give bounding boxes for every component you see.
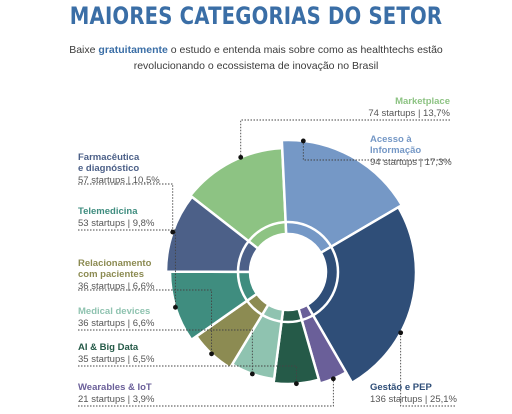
donut-segment-1	[280, 138, 404, 255]
label-gestao: Gestão e PEP 136 startups | 25,1%	[370, 382, 480, 405]
donut-hole	[251, 235, 325, 309]
label-name: Wearables & IoT	[78, 382, 152, 393]
donut-segment-0	[188, 146, 288, 251]
label-wearables: Wearables & IoT 21 startups | 3,9%	[78, 382, 188, 405]
subtitle: Baixe gratuitamente o estudo e entenda m…	[0, 42, 512, 74]
label-stat: 136 startups | 25,1%	[370, 394, 457, 405]
subtitle-line1: o estudo e entenda mais sobre como as he…	[167, 44, 443, 56]
label-acesso: Acesso à Informação 94 startups | 17,3%	[370, 134, 480, 168]
label-relacionamento: Relacionamento com pacientes 36 startups…	[78, 258, 188, 292]
label-stat: 36 startups | 6,6%	[78, 281, 155, 292]
label-name: Telemedicina	[78, 206, 138, 217]
label-name: AI & Big Data	[78, 342, 139, 353]
leader-line-7	[78, 229, 178, 310]
download-link[interactable]: gratuitamente	[98, 44, 168, 56]
leader-line-2	[398, 330, 455, 407]
label-stat: 57 startups | 10,5%	[78, 175, 160, 186]
label-marketplace: Marketplace 74 startups | 13,7%	[330, 96, 450, 119]
label-name: Acesso à Informação	[370, 134, 422, 156]
label-name: Gestão e PEP	[370, 382, 432, 393]
label-telemedicina: Telemedicina 53 startups | 9,8%	[78, 206, 188, 229]
label-ai: AI & Big Data 35 startups | 6,5%	[78, 342, 188, 365]
label-stat: 21 startups | 3,9%	[78, 394, 155, 405]
leader-line-6	[78, 289, 214, 357]
label-name: Relacionamento com pacientes	[78, 258, 152, 280]
page-title: MAIORES CATEGORIAS DO SETOR	[69, 2, 443, 30]
label-medical: Medical devices 36 startups | 6,6%	[78, 306, 188, 329]
leader-line-5	[78, 329, 255, 377]
leader-line-0	[238, 119, 450, 160]
leader-line-4	[78, 365, 299, 387]
label-stat: 53 startups | 9,8%	[78, 218, 155, 229]
label-farmaceutica: Farmacêutica e diagnóstico 57 startups |…	[78, 152, 188, 186]
label-stat: 36 startups | 6,6%	[78, 318, 155, 329]
leader-line-3	[78, 376, 336, 407]
label-name: Marketplace	[395, 96, 450, 107]
subtitle-prefix: Baixe	[69, 44, 99, 56]
leader-line-1	[300, 138, 450, 161]
label-stat: 94 startups | 17,3%	[370, 157, 452, 168]
label-name: Farmacêutica e diagnóstico	[78, 152, 140, 174]
label-stat: 35 startups | 6,5%	[78, 354, 155, 365]
donut-segment-4	[272, 306, 321, 386]
label-stat: 74 startups | 13,7%	[368, 108, 450, 119]
inner-ring	[236, 220, 340, 324]
label-name: Medical devices	[78, 306, 151, 317]
subtitle-line2: revolucionando o ecossistema de inovação…	[133, 60, 379, 72]
donut-segment-8	[164, 195, 260, 274]
leader-line-8	[78, 183, 176, 235]
